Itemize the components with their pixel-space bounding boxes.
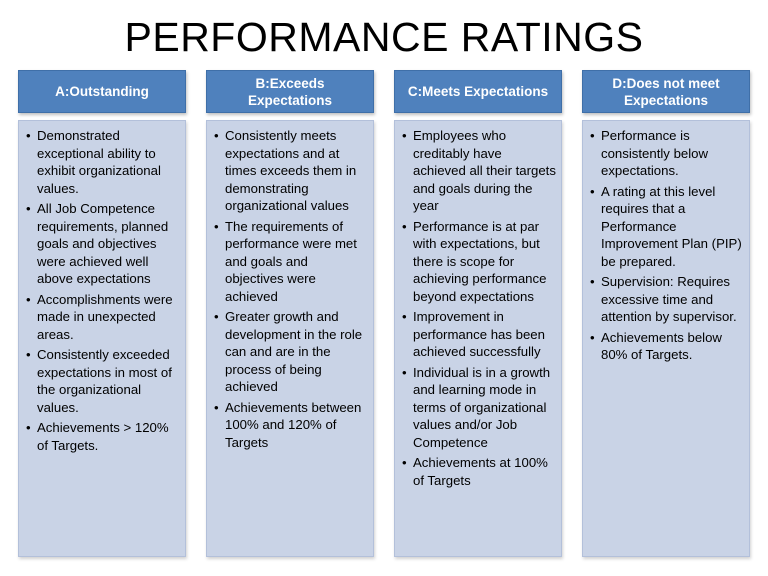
list-item: • Achievements at 100% of Targets <box>402 455 548 488</box>
slide-title: PERFORMANCE RATINGS <box>124 14 644 60</box>
bullet-icon: • <box>214 399 219 415</box>
list-item: • The requirements of performance were me… <box>214 218 357 304</box>
rating-column-meets: C:Meets Expectations • Employees who cred… <box>394 70 562 557</box>
list-item: • Performance is at par with expectations… <box>402 218 547 304</box>
list-item: • All Job Competence requirements, planne… <box>26 201 169 286</box>
list-item: • Achievements below 80% of Targets. <box>590 329 722 363</box>
bullet-icon: • <box>590 183 595 199</box>
rating-column-does-not-meet: D:Does not meet Expectations • Performanc… <box>582 70 750 557</box>
bullet-icon: • <box>26 201 31 216</box>
list-item: • Achievements > 120% of Targets. <box>26 420 169 453</box>
list-item: • Consistently meets expectations and at … <box>214 128 357 213</box>
bullet-icon: • <box>402 309 407 324</box>
bullet-icon: • <box>26 291 31 307</box>
list-item: • Individual is in a growth and learning … <box>402 364 551 450</box>
rating-description-does-not-meet: • Performance is consistently below expec… <box>582 120 750 557</box>
bullet-icon: • <box>402 364 407 380</box>
rating-header-does-not-meet: D:Does not meet Expectations <box>582 70 750 113</box>
list-item: • Supervision: Requires excessive time an… <box>590 274 737 324</box>
rating-header-outstanding: A:Outstanding <box>18 70 186 113</box>
list-item: • Achievements between 100% and 120% of T… <box>214 399 362 450</box>
rating-column-outstanding: A:Outstanding • Demonstrated exceptional … <box>18 70 186 557</box>
bullet-icon: • <box>402 455 407 470</box>
list-item: • Demonstrated exceptional ability to exh… <box>26 128 161 196</box>
list-item: • Improvement in performance has been ach… <box>402 309 545 359</box>
bullet-icon: • <box>590 128 595 143</box>
bullet-icon: • <box>214 309 219 324</box>
bullet-icon: • <box>26 420 31 435</box>
rating-header-meets: C:Meets Expectations <box>394 70 562 113</box>
bullet-icon: • <box>26 128 31 143</box>
rating-description-meets: • Employees who creditably have achieved … <box>394 120 562 557</box>
list-item: • Performance is consistently below expec… <box>590 128 709 178</box>
list-item: • Accomplishments were made in unexpected… <box>26 291 173 342</box>
list-item: • Greater growth and development in the r… <box>214 309 363 394</box>
bullet-icon: • <box>402 128 407 143</box>
bullet-icon: • <box>402 218 407 234</box>
bullet-icon: • <box>590 329 595 345</box>
rating-description-exceeds: • Consistently meets expectations and at … <box>206 120 374 557</box>
rating-column-exceeds: B:Exceeds Expectations • Consistently mee… <box>206 70 374 557</box>
bullet-icon: • <box>590 274 595 289</box>
rating-description-outstanding: • Demonstrated exceptional ability to exh… <box>18 120 186 557</box>
bullet-icon: • <box>26 347 31 362</box>
bullet-icon: • <box>214 218 219 234</box>
list-item: • Consistently exceeded expectations in m… <box>26 347 172 415</box>
list-item: • A rating at this level requires that a … <box>590 183 742 269</box>
bullet-icon: • <box>214 128 219 143</box>
rating-header-exceeds: B:Exceeds Expectations <box>206 70 374 113</box>
list-item: • Employees who creditably have achieved … <box>402 128 556 213</box>
